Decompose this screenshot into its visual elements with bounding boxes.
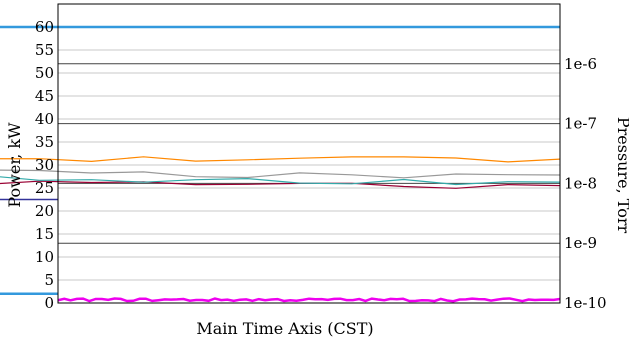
y-tick-label: 60 xyxy=(35,18,54,36)
y-tick-label: 0 xyxy=(44,294,54,312)
y2-axis-ticks: 1e-10 1e-9 1e-8 1e-7 1e-6 xyxy=(564,55,607,312)
y-tick-label: 55 xyxy=(35,41,54,59)
y-tick-label: 35 xyxy=(35,133,54,151)
y-tick-label: 15 xyxy=(35,225,54,243)
y-tick-label: 45 xyxy=(35,87,54,105)
y-tick-label: 40 xyxy=(35,110,54,128)
y-axis-title: Power, kW xyxy=(5,122,24,208)
y-tick-label: 50 xyxy=(35,64,54,82)
plot-frame xyxy=(57,3,561,304)
y-tick-label: 30 xyxy=(35,156,54,174)
series-layer xyxy=(0,156,561,303)
y2-tick-label: 1e-6 xyxy=(564,55,597,73)
y-tick-label: 20 xyxy=(35,202,54,220)
baseline-line-magenta xyxy=(57,297,561,303)
y2-tick-label: 1e-7 xyxy=(564,115,597,133)
y-tick-label: 25 xyxy=(35,179,54,197)
y2-tick-label: 1e-8 xyxy=(564,174,597,192)
y-tick-label: 5 xyxy=(44,271,54,289)
decay-line-gray xyxy=(0,169,561,179)
decay-line-orange xyxy=(0,156,561,163)
y-tick-label: 10 xyxy=(35,248,54,266)
decay-line-teal xyxy=(0,176,561,186)
plot-background xyxy=(58,4,560,303)
y2-axis-title: Pressure, Torr xyxy=(614,117,629,234)
y2-tick-label: 1e-10 xyxy=(564,294,607,312)
y-axis-ticks: 0 5 10 15 20 25 30 35 40 45 50 55 60 xyxy=(35,18,54,312)
x-axis-title: Main Time Axis (CST) xyxy=(196,319,373,338)
y2-tick-label: 1e-9 xyxy=(564,234,597,252)
